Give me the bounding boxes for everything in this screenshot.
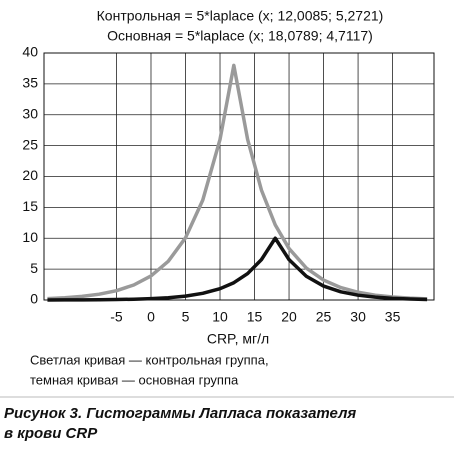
y-tick-label: 35 — [22, 75, 38, 91]
legend-entry: Контрольная = 5*laplace (x; 12,0085; 5,2… — [97, 8, 384, 24]
caption: в крови CRP — [4, 425, 98, 442]
y-tick-label: 15 — [22, 198, 38, 214]
x-axis-label: CRP, мг/л — [207, 331, 269, 347]
y-tick-label: 20 — [22, 167, 38, 183]
x-tick-label: 20 — [281, 309, 297, 325]
x-tick-label: 5 — [182, 309, 190, 325]
x-tick-label: 0 — [147, 309, 155, 325]
y-tick-label: 40 — [22, 44, 38, 60]
x-tick-label: 30 — [350, 309, 366, 325]
caption: Рисунок 3. Гистограммы Лапласа показател… — [4, 405, 356, 422]
x-tick-label: 15 — [247, 309, 263, 325]
note: темная кривая — основная группа — [30, 372, 239, 387]
legend-entry: Основная = 5*laplace (x; 18,0789; 4,7117… — [107, 28, 373, 44]
x-tick-label: 35 — [385, 309, 401, 325]
y-tick-label: 5 — [30, 260, 38, 276]
y-tick-label: 0 — [30, 291, 38, 307]
x-tick-label: 25 — [316, 309, 332, 325]
y-tick-label: 25 — [22, 136, 38, 152]
y-tick-label: 10 — [22, 229, 38, 245]
note: Светлая кривая — контрольная группа, — [30, 352, 269, 367]
line — [47, 236, 428, 302]
x-tick-label: 10 — [212, 309, 228, 325]
plot-frame — [43, 52, 435, 301]
line — [47, 63, 428, 301]
y-tick-label: 30 — [22, 105, 38, 121]
x-tick-label: -5 — [110, 309, 123, 325]
